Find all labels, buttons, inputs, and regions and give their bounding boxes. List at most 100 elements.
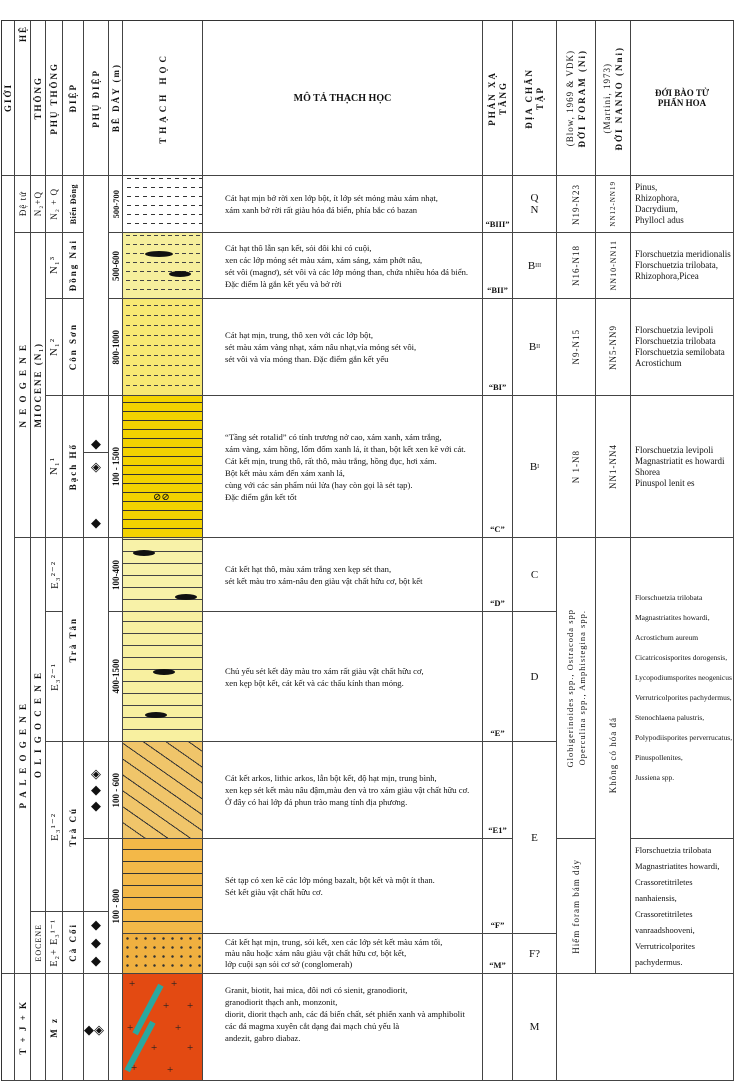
- reflector-bi: “BI”: [483, 299, 513, 396]
- description-line: Cát kết arkos, lithic arkos, lẫn bột kết…: [225, 773, 437, 783]
- spore-taxon: Polypodiisporites perverrucatus,: [635, 733, 733, 742]
- biozone-mz-empty-cell: [557, 974, 734, 1081]
- header-thach-hoc: THẠCH HỌC: [123, 21, 203, 176]
- diep-bien-dong-label: Biển Đông: [68, 183, 78, 225]
- thickness-e31-2: 100 - 600: [109, 742, 123, 839]
- phu-thong-e32-1-label: E₃²⁻¹: [48, 662, 61, 691]
- spore-taxon: Magnastriatit es howardi: [635, 455, 725, 466]
- he-mesozoic: T + J + K: [15, 974, 31, 1081]
- description-text: Chủ yếu sét kết dày màu tro xám rất giàu…: [225, 665, 424, 689]
- phu-thong-n11-label: N₁¹: [48, 457, 60, 476]
- description-text: Cát kết hạt thô, màu xám trắng xen kẹp s…: [225, 563, 423, 587]
- thickness-label: 100 - 1500: [110, 447, 121, 486]
- description-line: Cát hạt thô lẫn sạn kết, sỏi đôi khi có …: [225, 242, 372, 253]
- thickness-dn: 500-600: [109, 233, 123, 299]
- spore-taxon: Magnastriatites howardi,: [635, 861, 720, 871]
- granite-cross-icon: +: [175, 1022, 182, 1034]
- description-text: Cát kết arkos, lithic arkos, lẫn bột kết…: [225, 772, 469, 808]
- description-dong-nai: Cát hạt thô lẫn sạn kết, sỏi đôi khi có …: [203, 233, 483, 299]
- phu-thong-q-label: N₂ + Q: [49, 188, 59, 220]
- reflector-label: “E1”: [488, 825, 507, 835]
- thong-q-label: N₂+Q: [33, 191, 43, 217]
- spore-taxon: Stenochlaena palustris,: [635, 713, 705, 722]
- thickness-mz-cell: [109, 974, 123, 1081]
- foram-zone-label: N19-N23: [571, 183, 581, 225]
- reflector-label: “BI”: [488, 382, 507, 392]
- description-line: sét vôi (magnơ), sét vôi và các lớp mỏng…: [225, 266, 469, 277]
- spore-taxon: Florschuetzia levipoli: [635, 325, 714, 335]
- lithology-con-son: [123, 299, 203, 396]
- spore-taxon: Florschuetzia trilobata: [635, 593, 703, 602]
- header-thong-label: THỐNG: [33, 76, 43, 120]
- header-mo-ta-label: MÔ TẢ THẠCH HỌC: [293, 92, 392, 104]
- spore-taxon: Shorea: [635, 466, 660, 477]
- he-neogene: N E O G E N E: [15, 233, 31, 538]
- header-tap-1: TẬP: [535, 86, 545, 110]
- foram-zone-label: N 1-N8: [571, 449, 581, 484]
- foram-zone-label: Operculina spp., Amphistegina spp.: [577, 610, 587, 766]
- description-line: sét kết màu tro xám-nâu đen giàu vật chấ…: [225, 575, 423, 586]
- description-line: granodiorit thạch anh, monzonit,: [225, 997, 338, 1007]
- header-gioi-label: GIỚI: [3, 83, 13, 113]
- thickness-e32-2: 100-400: [109, 538, 123, 612]
- description-text: Cát hạt thô lẫn sạn kết, sỏi đôi khi có …: [225, 242, 468, 290]
- header-be-day-label: BỀ DÀY (m): [110, 63, 121, 133]
- seismic-unit-label: D: [530, 670, 539, 683]
- description-line: xám vàng, xám hồng, lốm đốm xanh lá, ít …: [225, 443, 466, 454]
- spore-taxon: Dacrydium,: [635, 204, 678, 214]
- description-ca-coi: Cát kết hạt mịn, trung, sỏi kết, xen các…: [203, 934, 483, 974]
- diep-dong-nai: Đồng Nai: [63, 233, 84, 299]
- lithology-sand-silt-q: [123, 176, 203, 233]
- description-line: lớp cuội sạn sỏi cơ sở (conglomerah): [225, 959, 353, 969]
- seismic-unit-m: M: [513, 974, 557, 1081]
- seismic-unit-label: M: [529, 1021, 540, 1033]
- thickness-label: 100 - 800: [110, 888, 121, 924]
- fossil-diamond-icon: ◆: [91, 436, 101, 451]
- description-line: Đặc điểm gắn kết tốt: [225, 491, 297, 502]
- nanno-zone-dn: NN10-NN11: [596, 233, 631, 299]
- seismic-unit-sub: II: [536, 344, 541, 350]
- description-tra-cu: Cát kết arkos, lithic arkos, lẫn bột kết…: [203, 742, 483, 839]
- description-tra-tan-lower: Chủ yếu sét kết dày màu tro xám rất giàu…: [203, 612, 483, 742]
- phu-thong-e32-2: E₃²⁻²: [46, 538, 63, 612]
- nanno-zone-none: Không có hóa đá: [596, 538, 631, 974]
- coal-lens-icon: [153, 669, 175, 675]
- thickness-label: 100-400: [110, 559, 121, 590]
- phu-thong-e2-e31-1: E₂+ E₃¹⁻¹: [46, 912, 63, 974]
- thickness-label: 500-600: [110, 250, 121, 281]
- diep-con-son: Côn Sơn: [63, 299, 84, 396]
- lithology-conglomerate: [123, 934, 203, 974]
- spore-taxon: Phyllocl adus: [635, 215, 684, 225]
- header-tang-1: TẦNG: [498, 80, 508, 115]
- spore-list: Florschuetzia levipoli Magnastriatit es h…: [635, 445, 724, 489]
- concretion-icon: ⊘⊘: [153, 492, 170, 503]
- spore-list: Florschuetzia levipoli Florschuetzia tril…: [635, 325, 725, 369]
- diep-tra-cu: Trà Cú: [63, 742, 84, 912]
- header-nanno-1: ĐỚI NANNO (Nni): [614, 45, 624, 151]
- spore-taxon: Lycopodiumsporites neogenicus: [635, 673, 732, 682]
- seismic-unit-label: E: [531, 831, 538, 844]
- spore-taxon: Pinus,: [635, 182, 658, 192]
- spore-taxon: Verrutricolporites pachydermus,: [635, 693, 732, 702]
- fossil-diamond-icon: ◆: [91, 515, 101, 530]
- thickness-label: 100 - 600: [110, 772, 121, 808]
- he-mz-label: T + J + K: [17, 999, 28, 1055]
- description-bach-ho: “Tầng sét rotalid” có tính trương nở cao…: [203, 396, 483, 538]
- fossil-diamond-icon: ◆: [91, 934, 101, 950]
- lithology-dong-nai: [123, 233, 203, 299]
- lithology-tra-cu: [123, 742, 203, 839]
- description-line: diorit, diorit thạch anh, các đá biến ch…: [225, 1009, 465, 1019]
- header-tang-phan-xa: PHẢN XẠ TẦNG: [483, 21, 513, 176]
- description-line: sét màu xám vàng nhạt, xám nâu nhạt,vỉa …: [225, 342, 417, 352]
- spore-zone-eocene: Florschuetzia trilobata Magnastriatites h…: [631, 839, 734, 974]
- description-tra-tan-upper: Cát kết hạt thô, màu xám trắng xen kẹp s…: [203, 538, 483, 612]
- description-line: Bột kết màu xám đến xám xanh lá,: [225, 467, 345, 478]
- granite-cross-icon: +: [187, 1000, 194, 1012]
- header-nanno: (Martini, 1973) ĐỚI NANNO (Nni): [596, 21, 631, 176]
- header-gioi: GIỚI: [2, 21, 15, 176]
- reflector-e1: “E1”: [483, 742, 513, 839]
- spore-taxon: Acrostichum aureum: [635, 633, 699, 642]
- header-foram-1: ĐỚI FORAM (Ni): [577, 48, 587, 148]
- coal-lens-icon: [145, 251, 173, 257]
- diep-bach-ho-label: Bạch Hổ: [68, 442, 78, 491]
